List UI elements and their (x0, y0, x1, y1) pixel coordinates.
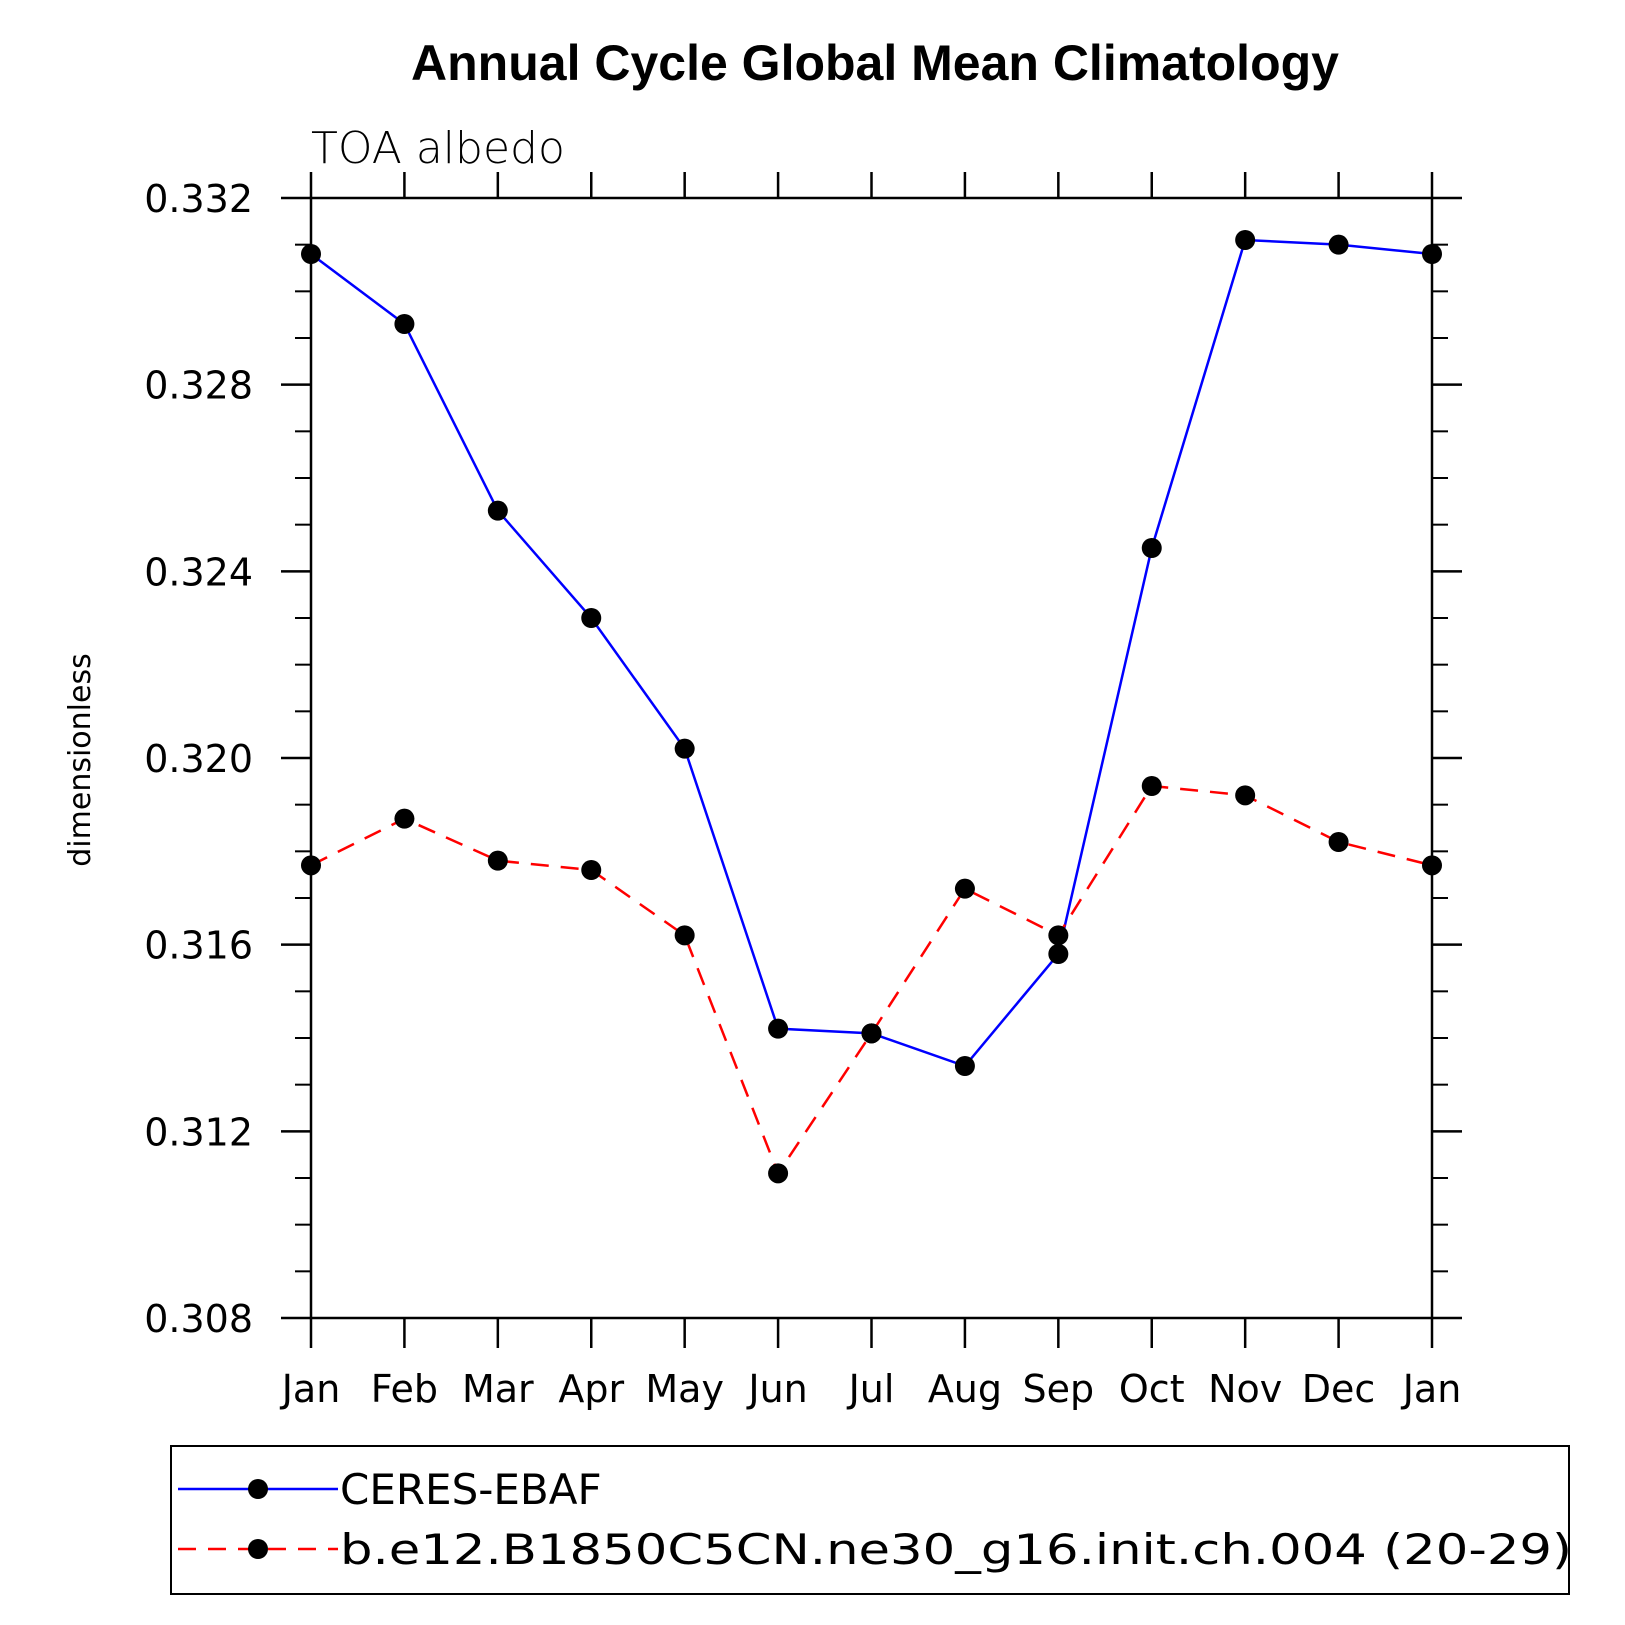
x-tick-label: Mar (462, 1367, 534, 1411)
plot-frame (309, 196, 1434, 1320)
data-point-series-1 (861, 1023, 882, 1044)
data-point-series-0 (768, 1018, 789, 1039)
x-tick-label: Nov (1208, 1367, 1282, 1411)
legend-box (170, 1445, 1570, 1595)
y-tick-label: 0.312 (144, 1110, 253, 1154)
data-point-series-0 (1141, 538, 1162, 558)
chart-subtitle: TOA albedo (311, 123, 565, 174)
axes: 0.308 0.312 0.316 0.320 0.324 0.328 0.332 Jan Fe… (144, 172, 1462, 1411)
chart-title: Annual Cycle Global Mean Climatology (411, 35, 1339, 91)
legend: CERES-EBAF b.e12.B1850C5CN.ne30_g16.init… (170, 1445, 1572, 1595)
y-tick-label: 0.328 (144, 364, 253, 408)
data-point-series-0 (954, 1056, 975, 1076)
legend-label-ceres: CERES-EBAF (340, 1465, 602, 1514)
data-point-series-0 (394, 314, 415, 334)
x-tick-label: May (645, 1367, 724, 1411)
legend-marker-model (248, 1539, 268, 1559)
data-point-series-0 (301, 244, 321, 264)
series-line-1 (310, 784, 1433, 1177)
data-point-series-1 (301, 855, 321, 876)
y-tick-label: 0.320 (144, 737, 253, 781)
data-point-series-1 (954, 878, 975, 899)
series-group (301, 230, 1442, 1184)
series-line-0 (310, 238, 1433, 1068)
x-tick-label: Dec (1302, 1367, 1376, 1411)
y-tick-label: 0.308 (144, 1297, 253, 1341)
x-tick-label: Aug (928, 1367, 1002, 1411)
data-point-series-1 (768, 1163, 789, 1184)
data-point-series-1 (394, 808, 415, 829)
data-point-series-1 (581, 860, 602, 880)
x-tick-label: Feb (371, 1367, 438, 1411)
data-point-series-0 (674, 738, 695, 759)
data-point-series-1 (674, 925, 695, 946)
data-point-series-1 (1048, 925, 1069, 946)
x-tick-label: Jun (746, 1367, 807, 1411)
data-point-series-1 (1235, 785, 1256, 806)
legend-marker-ceres (248, 1479, 268, 1499)
data-point-series-0 (1048, 944, 1069, 964)
data-point-series-0 (581, 608, 602, 628)
x-tick-label: Apr (558, 1367, 624, 1411)
data-point-series-0 (1422, 244, 1442, 264)
y-tick-label: 0.324 (144, 550, 253, 594)
y-tick-label: 0.316 (144, 924, 253, 968)
x-tick-label: Jan (1401, 1367, 1462, 1411)
data-point-series-1 (487, 850, 508, 871)
data-point-series-1 (1422, 855, 1442, 876)
legend-label-model: b.e12.B1850C5CN.ne30_g16.init.ch.004 (20… (340, 1525, 1572, 1574)
data-point-series-0 (1235, 230, 1256, 250)
x-tick-label: Sep (1023, 1367, 1095, 1411)
x-tick-label: Jul (847, 1367, 895, 1411)
data-point-series-1 (1328, 832, 1349, 852)
data-point-series-1 (1141, 776, 1162, 796)
x-tick-label: Oct (1119, 1367, 1185, 1411)
y-tick-label: 0.332 (144, 177, 253, 221)
data-point-series-0 (487, 500, 508, 521)
x-tick-label: Jan (280, 1367, 341, 1411)
data-point-series-0 (1328, 234, 1349, 255)
y-axis-label: dimensionless (63, 653, 98, 866)
